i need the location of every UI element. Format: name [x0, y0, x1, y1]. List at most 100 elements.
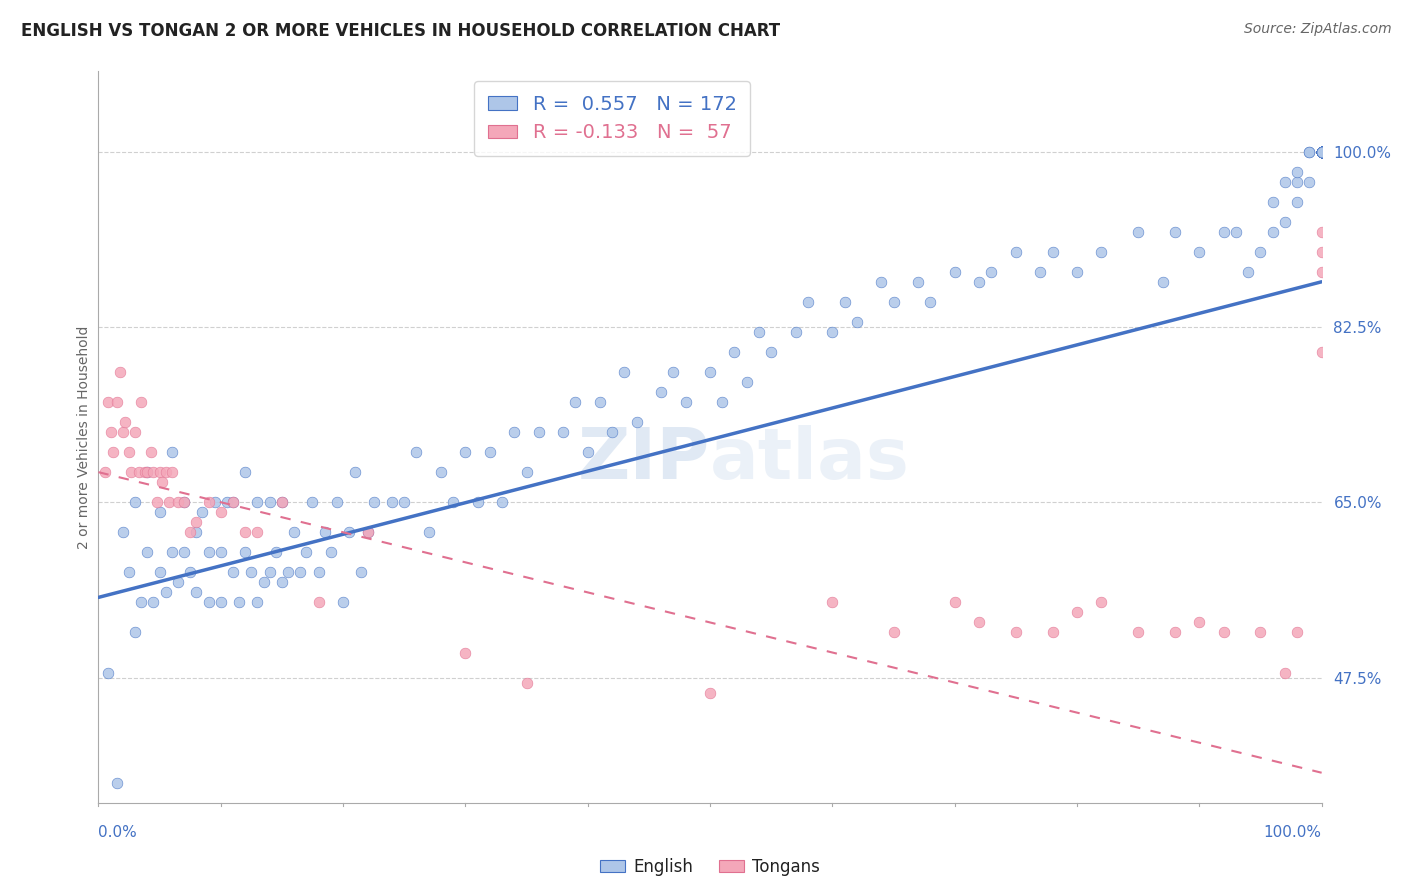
Point [1310, 145, 1333, 159]
Point [1310, 145, 1333, 159]
Point [270, 575, 294, 590]
Point [155, 585, 177, 599]
Point [1310, 225, 1333, 239]
Point [136, 465, 159, 479]
Point [1310, 145, 1333, 159]
Point [418, 525, 440, 540]
Text: ZIP: ZIP [578, 425, 710, 493]
Point [761, 345, 783, 359]
Point [943, 595, 966, 609]
Point [613, 365, 636, 379]
Point [228, 595, 250, 609]
Point [233, 545, 256, 559]
Point [101, 445, 124, 459]
Point [1249, 625, 1271, 640]
Point [723, 345, 745, 359]
Point [1286, 625, 1309, 640]
Point [1310, 145, 1333, 159]
Point [1310, 265, 1333, 279]
Point [1310, 145, 1333, 159]
Point [97, 395, 120, 409]
Point [252, 575, 274, 590]
Point [150, 475, 173, 490]
Point [155, 465, 177, 479]
Point [124, 495, 146, 509]
Point [1310, 145, 1333, 159]
Point [209, 545, 232, 559]
Point [326, 495, 349, 509]
Point [173, 495, 195, 509]
Point [233, 465, 256, 479]
Point [1310, 145, 1333, 159]
Point [1310, 145, 1333, 159]
Point [93, 465, 115, 479]
Point [157, 495, 180, 509]
Text: 100.0%: 100.0% [1264, 825, 1322, 839]
Point [564, 395, 586, 409]
Point [1310, 145, 1333, 159]
Point [186, 515, 208, 529]
Point [1310, 145, 1333, 159]
Point [222, 566, 245, 580]
Point [1310, 145, 1333, 159]
Point [1310, 145, 1333, 159]
Point [821, 595, 844, 609]
Point [883, 625, 905, 640]
Text: atlas: atlas [710, 425, 910, 493]
Point [149, 505, 172, 519]
Point [197, 545, 219, 559]
Point [160, 465, 183, 479]
Point [160, 545, 183, 559]
Point [1310, 345, 1333, 359]
Point [1310, 145, 1333, 159]
Point [1298, 145, 1320, 159]
Point [1310, 145, 1333, 159]
Point [1212, 225, 1234, 239]
Point [105, 395, 128, 409]
Point [191, 505, 214, 519]
Point [1310, 145, 1333, 159]
Point [111, 425, 134, 439]
Point [1310, 145, 1333, 159]
Point [186, 585, 208, 599]
Point [308, 566, 330, 580]
Point [1188, 615, 1211, 630]
Point [907, 275, 929, 289]
Point [454, 445, 477, 459]
Point [1310, 145, 1333, 159]
Point [1310, 145, 1333, 159]
Point [553, 425, 575, 439]
Point [943, 265, 966, 279]
Point [314, 525, 336, 540]
Point [699, 685, 721, 699]
Point [1188, 244, 1211, 259]
Point [1310, 145, 1333, 159]
Point [626, 415, 648, 429]
Point [821, 325, 844, 339]
Point [301, 495, 323, 509]
Point [222, 495, 245, 509]
Point [1310, 145, 1333, 159]
Point [240, 566, 263, 580]
Point [1310, 145, 1333, 159]
Point [337, 525, 360, 540]
Point [1237, 265, 1260, 279]
Point [454, 646, 477, 660]
Point [344, 465, 367, 479]
Point [1310, 145, 1333, 159]
Point [834, 294, 856, 309]
Point [146, 495, 169, 509]
Point [111, 525, 134, 540]
Point [1310, 145, 1333, 159]
Point [1310, 145, 1333, 159]
Point [1310, 145, 1333, 159]
Point [1066, 606, 1088, 620]
Point [128, 465, 150, 479]
Point [1310, 145, 1333, 159]
Point [167, 495, 190, 509]
Point [1310, 145, 1333, 159]
Point [1298, 175, 1320, 189]
Point [1249, 244, 1271, 259]
Point [233, 525, 256, 540]
Point [308, 595, 330, 609]
